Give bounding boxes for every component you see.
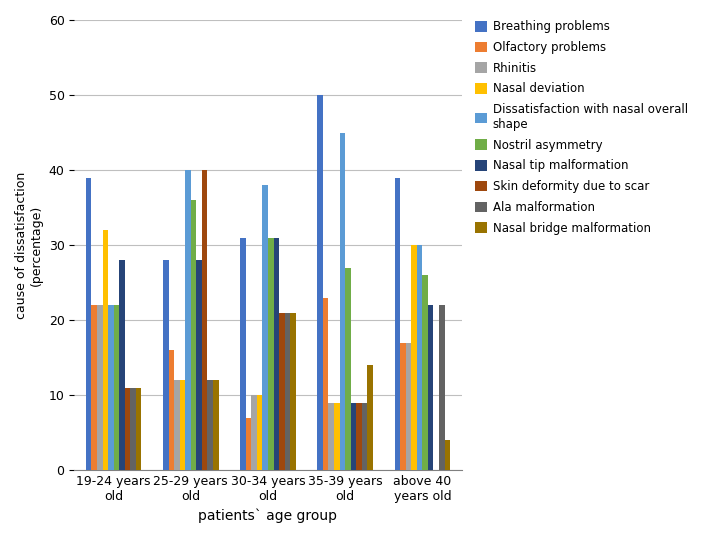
Bar — [417, 245, 423, 470]
Bar — [329, 402, 334, 470]
Bar — [191, 200, 196, 470]
Bar — [367, 365, 373, 470]
Bar — [263, 185, 268, 470]
Bar — [169, 350, 174, 470]
Bar — [136, 387, 142, 470]
Bar — [108, 305, 114, 470]
Legend: Breathing problems, Olfactory problems, Rhinitis, Nasal deviation, Dissatisfacti: Breathing problems, Olfactory problems, … — [472, 17, 692, 238]
Bar — [119, 260, 125, 470]
Bar — [423, 275, 428, 470]
Bar — [130, 387, 136, 470]
Bar — [125, 387, 130, 470]
Bar — [439, 305, 445, 470]
Bar — [180, 380, 185, 470]
Bar — [202, 170, 207, 470]
Bar — [246, 417, 251, 470]
Bar — [400, 343, 406, 470]
Bar — [174, 380, 180, 470]
Bar — [240, 238, 246, 470]
Bar — [346, 267, 350, 470]
Bar — [251, 395, 257, 470]
Bar — [103, 230, 108, 470]
Bar — [163, 260, 169, 470]
Bar — [213, 380, 219, 470]
Bar — [428, 305, 433, 470]
Bar — [273, 238, 279, 470]
Y-axis label: cause of dissatisfaction
(percentage): cause of dissatisfaction (percentage) — [15, 172, 43, 318]
Bar — [290, 313, 296, 470]
Bar — [185, 170, 191, 470]
Bar — [362, 402, 367, 470]
Bar — [279, 313, 285, 470]
Bar — [285, 313, 290, 470]
Bar — [445, 440, 450, 470]
Bar — [257, 395, 263, 470]
Bar — [97, 305, 103, 470]
Bar — [114, 305, 119, 470]
Bar — [207, 380, 213, 470]
Bar — [340, 132, 346, 470]
X-axis label: patients` age group: patients` age group — [198, 508, 338, 523]
Bar — [268, 238, 273, 470]
Bar — [350, 402, 356, 470]
Bar — [317, 95, 323, 470]
Bar — [86, 178, 91, 470]
Bar — [196, 260, 202, 470]
Bar — [394, 178, 400, 470]
Bar — [323, 298, 329, 470]
Bar — [406, 343, 411, 470]
Bar — [411, 245, 417, 470]
Bar — [91, 305, 97, 470]
Bar — [356, 402, 362, 470]
Bar — [334, 402, 340, 470]
